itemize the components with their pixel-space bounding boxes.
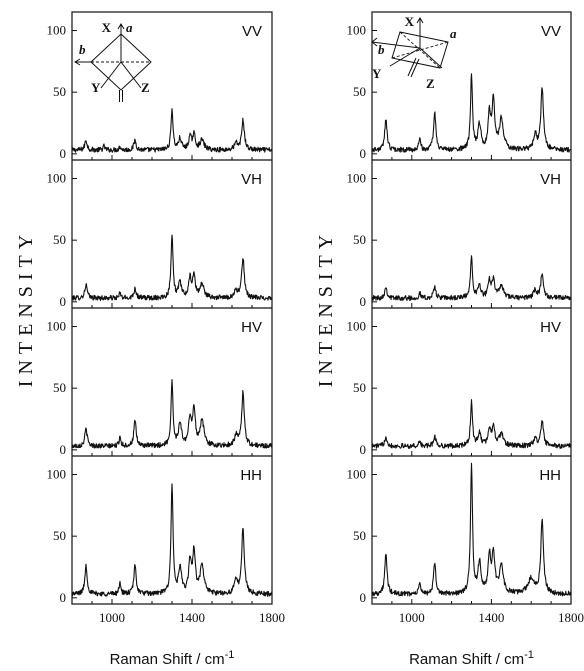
- y-tick-label: 0: [60, 442, 67, 457]
- inset-label-y: Y: [91, 80, 101, 95]
- y-tick-label: 0: [60, 294, 67, 309]
- y-tick-label: 100: [47, 467, 67, 482]
- inset-label-b: b: [79, 42, 86, 57]
- polarization-label: HV: [540, 319, 561, 336]
- y-tick-label: 0: [360, 294, 367, 309]
- inset-label-x: X: [102, 20, 112, 35]
- y-tick-label: 50: [53, 84, 66, 99]
- spectrum-trace: [371, 399, 572, 449]
- inset-label-z: Z: [426, 76, 435, 91]
- spectrum-trace: [71, 379, 273, 449]
- arrow-head: [117, 23, 125, 30]
- geometry-inset: Xa bY Z: [371, 14, 457, 91]
- x-axis-label: Raman Shift / cm-1: [110, 649, 235, 668]
- polarization-label: VV: [541, 23, 561, 40]
- spectrum-trace: [371, 462, 572, 597]
- beam-line: [407, 57, 417, 77]
- x-tick-label: 1800: [558, 610, 584, 625]
- y-axis-label: INTENSITY: [15, 229, 37, 387]
- panel-hv: 0 50 100 HV: [47, 307, 273, 457]
- x-tick-label: 1400: [478, 610, 504, 625]
- y-tick-label: 100: [347, 23, 367, 38]
- y-tick-label: 50: [353, 528, 366, 543]
- x-axis-label: Raman Shift / cm-1: [409, 649, 534, 668]
- y-tick-label: 100: [347, 171, 367, 186]
- polarization-label: HH: [539, 467, 561, 484]
- crystal-dashed-edge: [399, 31, 441, 69]
- inset-label-a: a: [450, 26, 457, 41]
- x-tick-label: 1800: [259, 610, 285, 625]
- panel-hh: 0 50 100 HH: [347, 455, 572, 605]
- panel-vv: 0 50 100 VV: [347, 23, 572, 161]
- chart-left: 0 50 100 VV 0 50 100 VH 0 50 100 HV 0 50 100 HH 1000 1400…: [15, 11, 285, 668]
- inset-label-z: Z: [141, 80, 150, 95]
- y-axis-arrow: [389, 47, 421, 67]
- y-tick-label: 0: [360, 146, 367, 161]
- y-axis-arrow: [100, 61, 122, 89]
- chart-right: 0 50 100 VV 0 50 100 VH 0 50 100 HV 0 50 100 HH 1000 1400…: [315, 11, 584, 668]
- y-tick-label: 100: [47, 23, 67, 38]
- spectrum-trace: [371, 255, 572, 301]
- x-tick-label: 1400: [179, 610, 205, 625]
- z-axis-arrow: [419, 47, 443, 69]
- y-tick-label: 0: [60, 590, 67, 605]
- y-tick-label: 50: [353, 380, 366, 395]
- polarization-label: VH: [540, 171, 561, 188]
- inset-label-a: a: [126, 20, 133, 35]
- y-tick-label: 0: [360, 590, 367, 605]
- y-tick-label: 100: [347, 319, 367, 334]
- polarization-label: HV: [241, 319, 262, 336]
- y-tick-label: 50: [353, 232, 366, 247]
- x-tick-label: 1000: [99, 610, 125, 625]
- y-tick-label: 50: [53, 528, 66, 543]
- panel-hh: 0 50 100 HH: [47, 455, 273, 605]
- spectrum-trace: [71, 108, 273, 153]
- z-axis-arrow: [120, 61, 142, 89]
- y-tick-label: 50: [353, 84, 366, 99]
- arrow-head: [74, 58, 81, 66]
- y-tick-label: 0: [360, 442, 367, 457]
- y-tick-label: 0: [60, 146, 67, 161]
- y-tick-label: 100: [47, 171, 67, 186]
- crystal-outline: [391, 31, 449, 69]
- panel-vh: 0 50 100 VH: [47, 159, 273, 309]
- spectrum-trace: [71, 234, 273, 301]
- inset-label-y: Y: [372, 66, 382, 81]
- panel-vh: 0 50 100 VH: [347, 159, 572, 309]
- polarization-label: VH: [241, 171, 262, 188]
- polarization-label: VV: [242, 23, 262, 40]
- inset-label-b: b: [378, 42, 385, 57]
- y-tick-label: 50: [53, 380, 66, 395]
- spectrum-trace: [371, 73, 572, 153]
- arrow-head: [371, 37, 378, 47]
- polarization-label: HH: [240, 467, 262, 484]
- y-axis-label: INTENSITY: [315, 229, 337, 387]
- y-tick-label: 100: [47, 319, 67, 334]
- y-tick-label: 100: [347, 467, 367, 482]
- spectrum-trace: [71, 483, 273, 597]
- panel-hv: 0 50 100 HV: [347, 307, 572, 457]
- beam-line: [410, 58, 420, 78]
- y-tick-label: 50: [53, 232, 66, 247]
- b-axis-arrow: [371, 41, 421, 49]
- arrow-head: [416, 17, 424, 24]
- x-tick-label: 1000: [399, 610, 425, 625]
- inset-label-x: X: [405, 14, 415, 29]
- crystal-outline: [90, 33, 152, 91]
